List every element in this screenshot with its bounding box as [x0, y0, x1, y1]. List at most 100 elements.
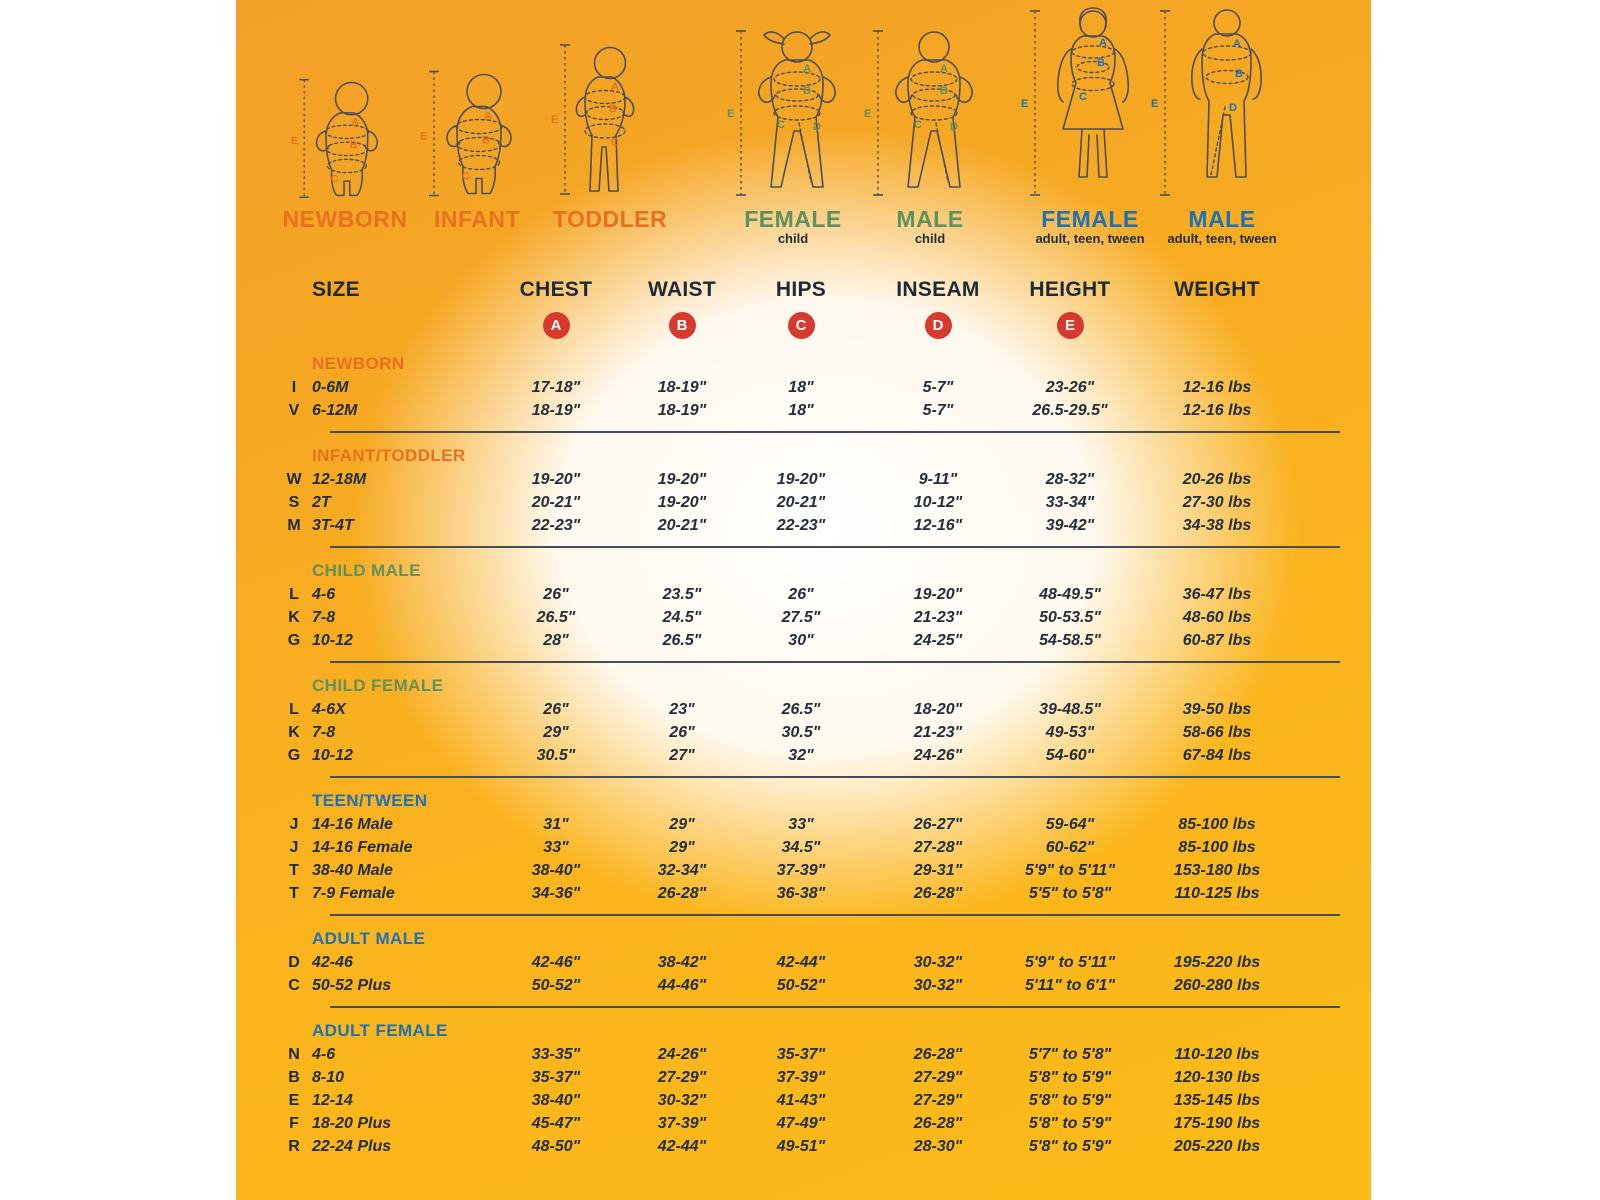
row-code: I	[291, 378, 297, 396]
row-code: B	[288, 1068, 300, 1086]
section-divider	[330, 546, 1340, 548]
cell-weight: 205-220 lbs	[1173, 1137, 1261, 1155]
figure-sublabel: child	[777, 231, 809, 246]
cell-hips: 33"	[788, 815, 814, 833]
measurement-badge-b: B	[668, 312, 696, 339]
figure-infant: A B C E INFANT	[412, 64, 542, 232]
table-row: G 10-12 30.5" 27" 32" 24-26" 54-60" 67-84 lbs	[276, 744, 1340, 767]
row-code: G	[287, 746, 301, 764]
cell-size: 7-8	[312, 723, 336, 741]
row-code: K	[288, 608, 300, 626]
column-header-weight: WEIGHT	[1174, 278, 1260, 301]
cell-waist: 24-26"	[657, 1045, 707, 1063]
table-row: W 12-18M 19-20" 19-20" 19-20" 9-11" 28-32" 20-2…	[276, 468, 1340, 491]
cell-inseam: 27-29"	[913, 1091, 963, 1109]
measurement-badge-d: D	[924, 312, 952, 339]
cell-waist: 24.5"	[662, 608, 702, 626]
figure-toddler: A B C E TODDLER	[545, 40, 675, 232]
badge-cell: D	[868, 308, 1008, 352]
figure-label: NEWBORN	[282, 206, 408, 232]
measure-letter-b: B	[482, 135, 490, 147]
cell-size: 12-18M	[312, 470, 367, 488]
measure-letter-b: B	[350, 140, 358, 151]
cell-chest: 26"	[543, 585, 569, 603]
measure-letter-e: E	[864, 108, 871, 120]
section-title-adult-male: ADULT MALE	[312, 929, 426, 948]
cell-hips: 50-52"	[776, 976, 826, 994]
section-heading-row: ADULT FEMALE	[276, 1019, 1340, 1043]
measure-letter-e: E	[291, 136, 298, 147]
cell-chest: 38-40"	[531, 1091, 581, 1109]
measure-letter-c: C	[914, 119, 922, 131]
cell-inseam: 10-12"	[913, 493, 963, 511]
cell-inseam: 9-11"	[918, 470, 958, 488]
figure-newborn: A B C E NEWBORN	[280, 74, 410, 232]
table-row: B 8-10 35-37" 27-29" 37-39" 27-29" 5'8" to 5'9…	[276, 1066, 1340, 1089]
figure-label: TODDLER	[552, 206, 668, 232]
cell-hips: 26"	[788, 585, 814, 603]
table-row: T 38-40 Male 38-40" 32-34" 37-39" 29-31" 5'9" …	[276, 859, 1340, 882]
measure-letter-e: E	[1151, 98, 1158, 110]
cell-hips: 18"	[788, 378, 814, 396]
cell-hips: 30.5"	[781, 723, 821, 741]
cell-hips: 36-38"	[776, 884, 826, 902]
cell-size: 50-52 Plus	[312, 976, 392, 994]
table-row: S 2T 20-21" 19-20" 20-21" 10-12" 33-34" 27-30 l…	[276, 491, 1340, 514]
cell-inseam: 24-25"	[913, 631, 963, 649]
cell-waist: 38-42"	[657, 953, 707, 971]
cell-waist: 29"	[669, 838, 695, 856]
section-heading-row: CHILD MALE	[276, 559, 1340, 583]
cell-height: 49-53"	[1045, 723, 1095, 741]
section-divider	[330, 776, 1340, 778]
row-code: N	[288, 1045, 300, 1063]
cell-height: 59-64"	[1045, 815, 1095, 833]
table-row: D 42-46 42-46" 38-42" 42-44" 30-32" 5'9" to 5'…	[276, 951, 1340, 974]
row-code: E	[288, 1091, 300, 1109]
cell-waist: 18-19"	[657, 401, 707, 419]
cell-weight: 195-220 lbs	[1173, 953, 1261, 971]
cell-weight: 67-84 lbs	[1182, 746, 1252, 764]
measurement-badge-c: C	[787, 312, 815, 339]
cell-height: 23-26"	[1045, 378, 1095, 396]
cell-waist: 20-21"	[657, 516, 707, 534]
measure-letter-c: C	[331, 174, 339, 185]
cell-inseam: 27-28"	[913, 838, 963, 856]
measure-letter-e: E	[1021, 98, 1028, 110]
figure-label: INFANT	[433, 206, 521, 232]
cell-waist: 27"	[669, 746, 695, 764]
cell-weight: 39-50 lbs	[1182, 700, 1252, 718]
cell-hips: 41-43"	[776, 1091, 826, 1109]
cell-hips: 18"	[788, 401, 814, 419]
cell-inseam: 19-20"	[913, 585, 963, 603]
cell-size: 0-6M	[312, 378, 349, 396]
row-code: M	[287, 516, 301, 534]
measure-letter-a: A	[484, 111, 492, 123]
section-title-child-female: CHILD FEMALE	[312, 676, 444, 695]
cell-inseam: 5-7"	[922, 401, 954, 419]
cell-inseam: 5-7"	[922, 378, 954, 396]
cell-height: 5'9" to 5'11"	[1024, 861, 1116, 879]
row-code: L	[289, 585, 299, 603]
cell-weight: 85-100 lbs	[1178, 838, 1256, 856]
cell-height: 54-58.5"	[1039, 631, 1101, 649]
cell-height: 5'8" to 5'9"	[1028, 1068, 1112, 1086]
badge-cell: A	[482, 308, 630, 352]
cell-chest: 20-21"	[531, 493, 581, 511]
column-header-height: HEIGHT	[1029, 278, 1111, 301]
cell-waist: 26.5"	[662, 631, 702, 649]
cell-chest: 50-52"	[531, 976, 581, 994]
cell-chest: 17-18"	[531, 378, 581, 396]
figure-label: MALE	[896, 206, 964, 232]
table-row: M 3T-4T 22-23" 20-21" 22-23" 12-16" 39-42" 34-3…	[276, 514, 1340, 537]
table-row: N 4-6 33-35" 24-26" 35-37" 26-28" 5'7" to 5'8"…	[276, 1043, 1340, 1066]
cell-inseam: 26-28"	[913, 1114, 963, 1132]
cell-height: 5'8" to 5'9"	[1028, 1137, 1112, 1155]
measure-letter-c: C	[462, 171, 470, 183]
cell-inseam: 29-31"	[913, 861, 963, 879]
cell-hips: 37-39"	[776, 861, 826, 879]
figure-label: FEMALE	[744, 206, 842, 232]
row-code: J	[289, 838, 299, 856]
cell-inseam: 24-26"	[913, 746, 963, 764]
column-header-size: SIZE	[312, 278, 360, 301]
cell-size: 6-12M	[312, 401, 358, 419]
